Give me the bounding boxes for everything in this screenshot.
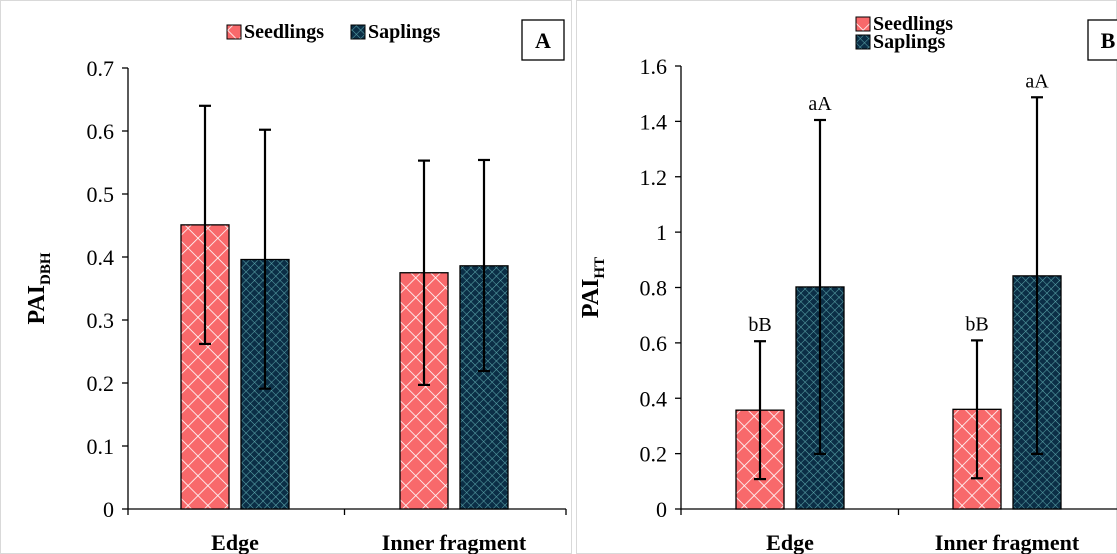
y-tick-label: 0.7 (87, 56, 115, 81)
panel-label: A (535, 28, 551, 53)
y-axis-title-main: PAI (578, 279, 604, 319)
y-tick-label: 0.8 (640, 276, 668, 301)
y-tick-label: 0.2 (87, 371, 115, 396)
legend-swatch-saplings (855, 34, 871, 50)
x-category-label: Inner fragment (382, 530, 527, 554)
y-tick-label: 0.6 (87, 119, 115, 144)
y-axis-title-main: PAI (24, 285, 50, 325)
legend-label-seedlings: Seedlings (873, 13, 953, 35)
legend-label-saplings: Saplings (368, 21, 440, 43)
y-tick-label: 0.6 (640, 331, 668, 356)
legend-label-saplings: Saplings (873, 31, 945, 53)
significance-label: aA (1025, 70, 1049, 92)
y-tick-label: 0.3 (87, 308, 115, 333)
y-tick-label: 1.2 (640, 165, 668, 190)
y-tick-label: 0 (656, 497, 667, 522)
x-category-label: Edge (211, 530, 259, 554)
legend-swatch-seedlings (855, 16, 871, 32)
y-tick-label: 0.2 (640, 442, 668, 467)
chart-panel-b: 0 0.2 0.4 0.6 0.8 1 1.2 1.4 1.6 Edge Inner fragmen… (576, 0, 1117, 554)
y-tick-label: 0.5 (87, 182, 115, 207)
x-category-label: Edge (766, 530, 814, 554)
panel-label-box (1087, 19, 1117, 61)
chart-b-svg: 0 0.2 0.4 0.6 0.8 1 1.2 1.4 1.6 Edge Inner fragmen… (576, 0, 1117, 554)
y-tick-label: 0.4 (640, 386, 668, 411)
y-tick-label: 1.6 (640, 54, 668, 79)
significance-label: bB (965, 313, 988, 335)
chart-a-svg: 0 0.1 0.2 0.3 0.4 0.5 0.6 0.7 Edge Inner fragment… (0, 0, 572, 554)
y-tick-label: 1.4 (640, 109, 668, 134)
y-tick-label: 0.4 (87, 245, 115, 270)
y-tick-label: 0 (103, 497, 114, 522)
chart-panel-a: 0 0.1 0.2 0.3 0.4 0.5 0.6 0.7 Edge Inner fragment… (0, 0, 572, 554)
legend-swatch-saplings (350, 24, 366, 40)
legend-label-seedlings: Seedlings (244, 21, 324, 43)
y-tick-label: 0.1 (87, 434, 115, 459)
legend-swatch-seedlings (226, 24, 242, 40)
y-axis-title: PAIHT (578, 257, 608, 318)
y-tick-label: 1 (656, 220, 667, 245)
y-axis-title-sub: DBH (38, 252, 54, 285)
x-category-label: Inner fragment (935, 530, 1080, 554)
y-axis-title-sub: HT (592, 257, 608, 279)
panel-label: B (1101, 28, 1116, 53)
significance-label: aA (808, 93, 832, 115)
significance-label: bB (748, 314, 771, 336)
y-axis-title: PAIDBH (24, 252, 54, 324)
panel-label-box (521, 19, 565, 61)
